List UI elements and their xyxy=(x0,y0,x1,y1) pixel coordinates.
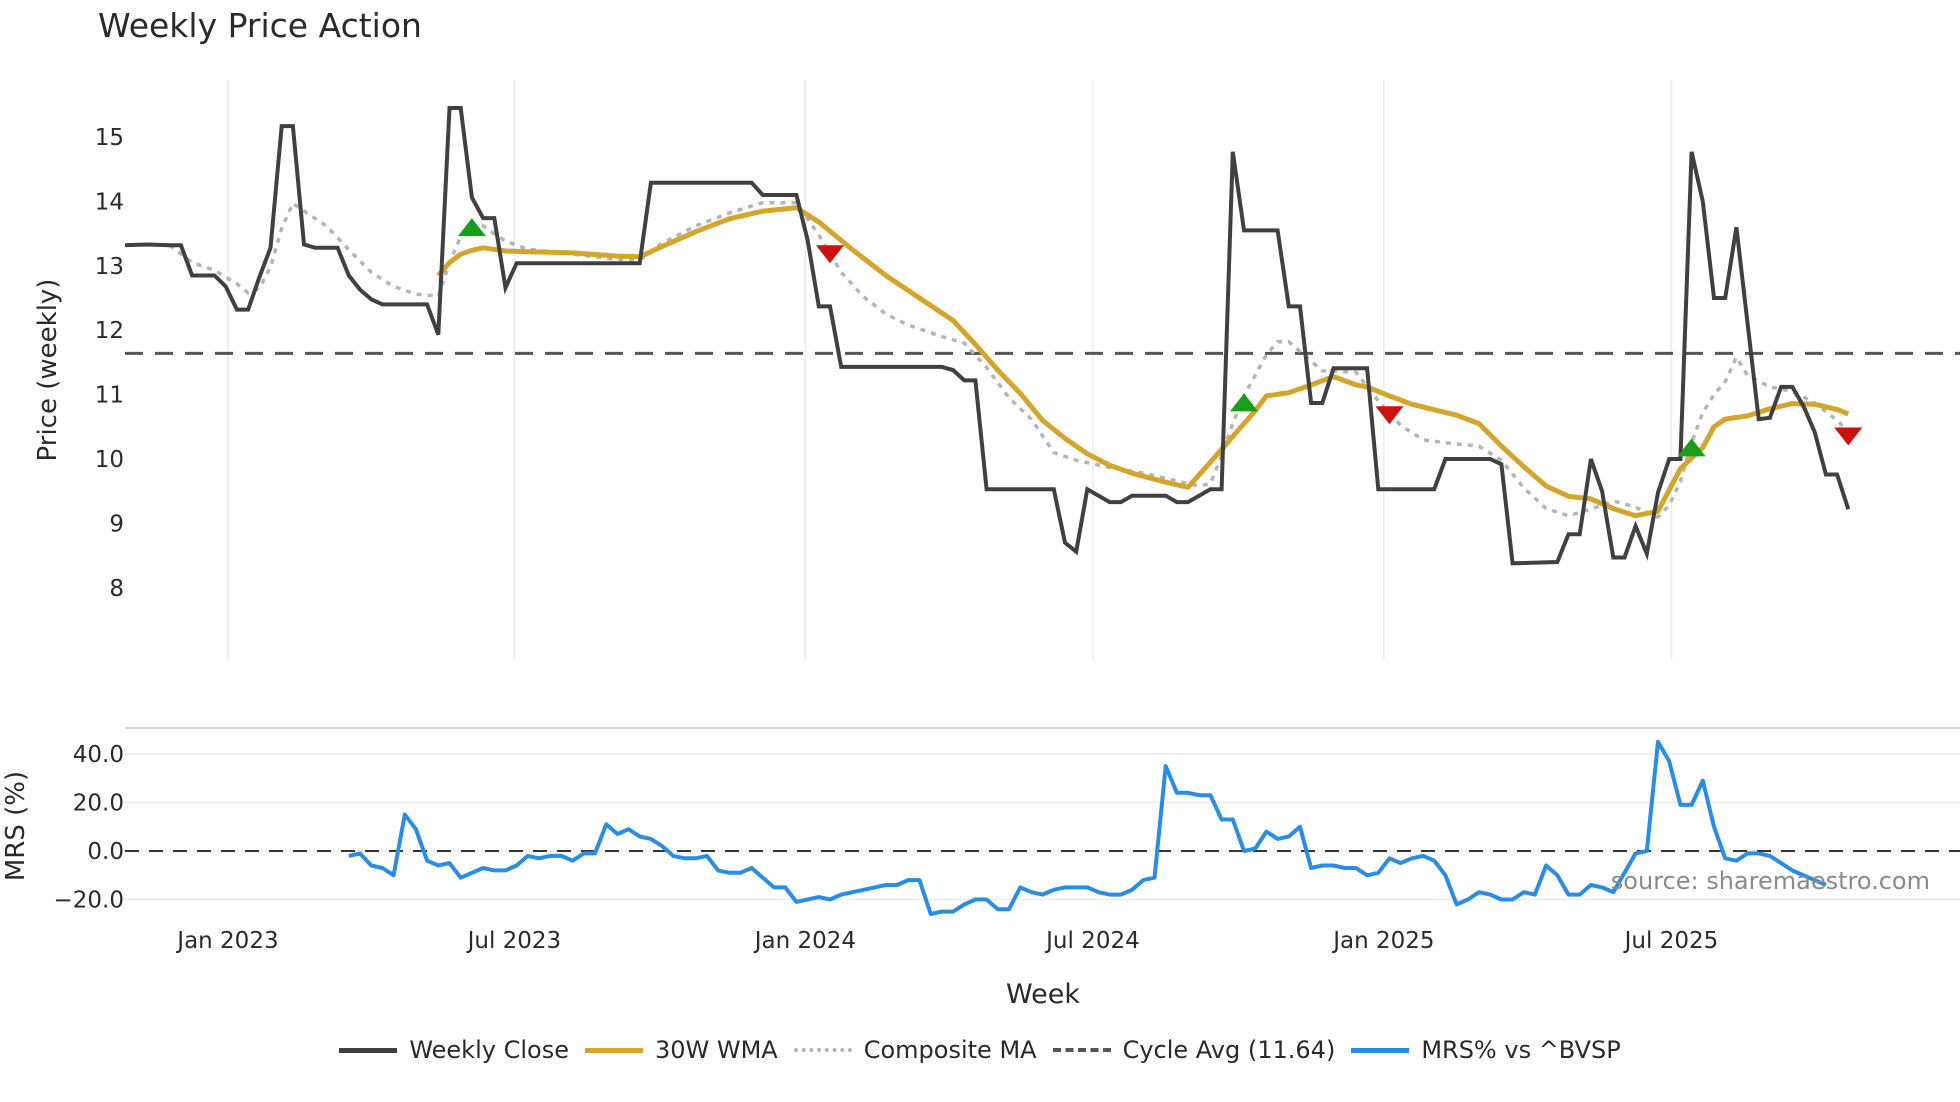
x-tick-label: Jul 2023 xyxy=(466,928,562,954)
sell-signal-down-triangle-icon xyxy=(1834,427,1863,446)
y-axis-title: Price (weekly) xyxy=(33,279,63,462)
y-tick-label: 13 xyxy=(95,254,124,280)
mrs-y-tick-label: 0.0 xyxy=(87,839,124,865)
x-axis-title: Week xyxy=(1006,979,1080,1010)
legend-label: Cycle Avg (11.64) xyxy=(1122,1036,1336,1064)
y-tick-label: 15 xyxy=(95,125,124,151)
sell-signal-down-triangle-icon xyxy=(815,245,844,264)
legend-item-wma[interactable]: 30W WMA xyxy=(584,1036,778,1064)
y-tick-label: 10 xyxy=(95,447,124,473)
chart-title: Weekly Price Action xyxy=(98,6,422,45)
series xyxy=(124,106,1960,916)
buy-signal-up-triangle-icon xyxy=(1677,438,1706,457)
mrs-y-tick-label: −20.0 xyxy=(54,888,124,914)
buy-signal-up-triangle-icon xyxy=(457,218,486,237)
legend-item-cycle[interactable]: Cycle Avg (11.64) xyxy=(1052,1036,1336,1064)
x-tick-label: Jan 2024 xyxy=(753,928,856,954)
close-swatch-icon xyxy=(339,1047,398,1053)
x-tick-label: Jul 2025 xyxy=(1623,928,1719,954)
y-tick-label: 14 xyxy=(95,189,124,215)
composite-swatch-icon xyxy=(793,1048,852,1052)
x-tick-label: Jan 2023 xyxy=(175,928,278,954)
mrs-y-tick-label: 40.0 xyxy=(73,742,124,768)
signals xyxy=(457,218,1863,457)
buy-signal-up-triangle-icon xyxy=(1230,393,1258,412)
legend-item-close[interactable]: Weekly Close xyxy=(339,1036,569,1064)
legend-label: Composite MA xyxy=(863,1036,1037,1064)
mrs-swatch-icon xyxy=(1351,1047,1410,1053)
source-watermark: source: sharemaestro.com xyxy=(1610,867,1930,895)
legend-label: MRS% vs ^BVSP xyxy=(1421,1036,1621,1064)
legend-item-composite[interactable]: Composite MA xyxy=(793,1036,1037,1064)
y-tick-label: 12 xyxy=(95,318,124,344)
sell-signal-down-triangle-icon xyxy=(1375,406,1404,425)
axes: Jan 2023 Jul 2023 Jan 2024 Jul 2024 Jan 2025… xyxy=(1,125,1718,1010)
y-tick-label: 8 xyxy=(109,576,124,602)
close-line xyxy=(124,106,1851,566)
mrs-y-axis-title: MRS (%) xyxy=(1,771,31,881)
wma-line xyxy=(436,205,1850,519)
x-tick-label: Jan 2025 xyxy=(1331,928,1434,954)
cycle-swatch-icon xyxy=(1052,1048,1111,1052)
y-tick-label: 11 xyxy=(95,383,124,409)
legend: Weekly Close 30W WMA Composite MA Cycle Avg… xyxy=(0,1036,1960,1064)
mrs-line xyxy=(348,739,1827,916)
mrs-y-tick-label: 20.0 xyxy=(73,791,124,817)
y-tick-label: 9 xyxy=(109,511,124,537)
legend-label: Weekly Close xyxy=(409,1036,569,1064)
legend-item-mrs[interactable]: MRS% vs ^BVSP xyxy=(1351,1036,1621,1064)
x-tick-label: Jul 2024 xyxy=(1044,928,1140,954)
gridlines xyxy=(125,80,1960,901)
legend-label: 30W WMA xyxy=(654,1036,778,1064)
wma-swatch-icon xyxy=(584,1047,643,1053)
